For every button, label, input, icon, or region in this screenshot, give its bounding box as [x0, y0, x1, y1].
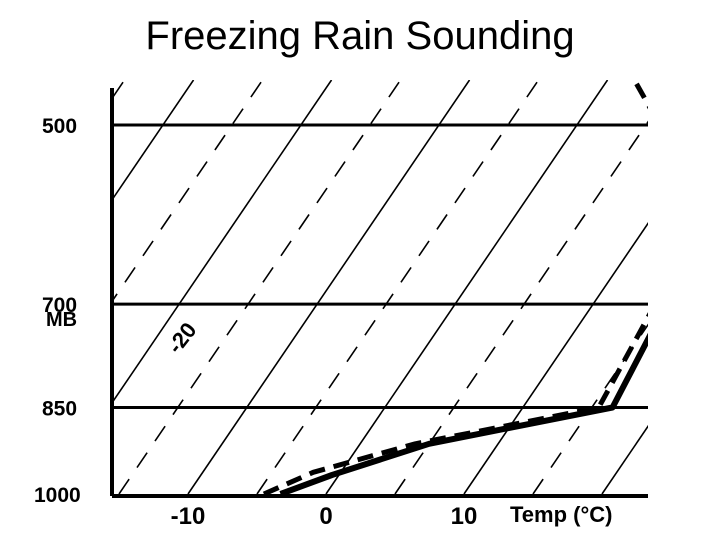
dewpoint-profile-line: [262, 80, 648, 496]
isotherm-dashed: [112, 80, 126, 100]
isobar-lines: [112, 123, 648, 409]
isotherm-solid: [601, 424, 648, 495]
isotherm-solid: [112, 80, 195, 202]
isotherm-dashed: [118, 80, 402, 495]
temperature-tick-label: 0: [319, 503, 332, 530]
pressure-tick-label: 1000: [34, 484, 81, 507]
temperature-labels: -10 0 10: [171, 503, 478, 530]
isotherm-solid: [187, 80, 471, 495]
isotherm-solid: [0, 80, 56, 494]
pressure-tick-label: 850: [42, 397, 77, 420]
isotherm-dashed: [671, 80, 720, 494]
temperature-axis-label: Temp (°C): [510, 502, 613, 527]
sounding-profiles: [262, 80, 648, 496]
temperature-tick-label: -10: [171, 503, 206, 530]
diagram-title: Freezing Rain Sounding: [0, 14, 720, 59]
temperature-tick-label: 10: [451, 503, 478, 530]
isotherm-dashed: [532, 323, 648, 495]
isotherm-solid: [325, 80, 609, 495]
isotherm-dashed: [394, 120, 648, 495]
isotherm-label: -20: [162, 318, 201, 358]
pressure-unit-label: MB: [46, 309, 77, 331]
isotherm-dashed: [112, 80, 264, 303]
title-text: Freezing Rain Sounding: [145, 14, 575, 58]
isotherm-solid: [112, 80, 333, 405]
pressure-tick-label: 500: [42, 115, 77, 138]
temperature-profile-line: [279, 332, 648, 496]
pressure-labels: 500 700 850 1000: [34, 115, 81, 507]
isotherm-dashed: [256, 80, 540, 495]
isotherm-lines: [0, 80, 720, 495]
pressure-tick-label: 700: [42, 294, 77, 317]
